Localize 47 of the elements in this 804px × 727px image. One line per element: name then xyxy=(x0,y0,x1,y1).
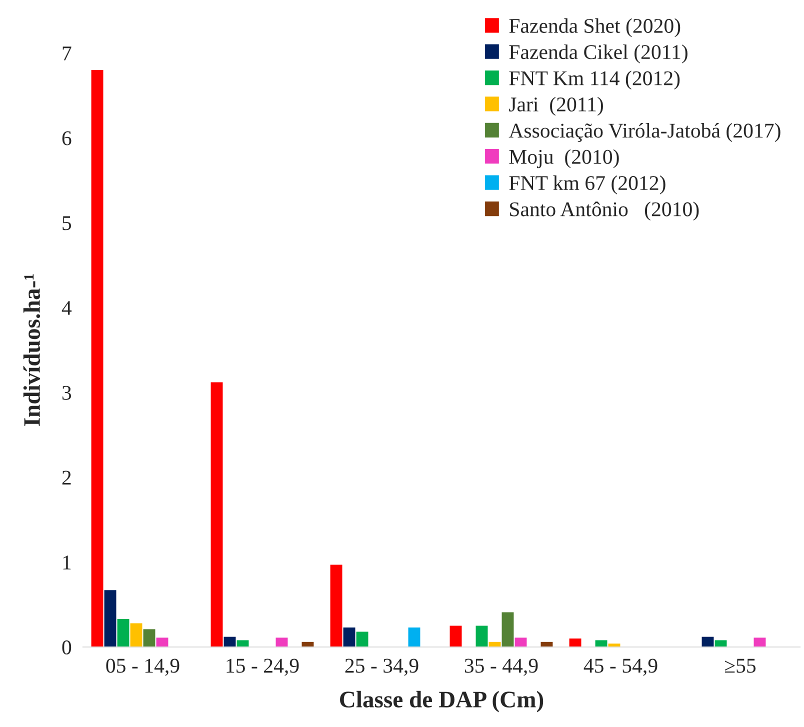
bar xyxy=(595,640,608,647)
bar xyxy=(476,626,488,647)
x-tick-label: 45 - 54,9 xyxy=(584,658,658,676)
legend-label: FNT Km 114 (2012) xyxy=(509,70,680,90)
bar xyxy=(569,638,582,647)
legend-label: Santo Antônio (2010) xyxy=(510,202,699,221)
x-tick-label: ≥55 xyxy=(724,658,756,673)
bar xyxy=(224,636,236,647)
bar xyxy=(514,638,527,647)
y-tick-label: 0 xyxy=(62,640,72,654)
legend-label: Fazenda Cikel (2011) xyxy=(509,44,688,64)
x-tick-label: 15 - 24,9 xyxy=(226,658,299,676)
bar xyxy=(117,618,130,647)
y-tick-label: 6 xyxy=(62,131,72,146)
legend-label: Associação Viróla-Jatobá (2017) xyxy=(508,123,780,142)
x-tick-label: 25 - 34,9 xyxy=(345,658,418,676)
y-tick-label: 3 xyxy=(62,386,72,400)
bar xyxy=(450,626,462,647)
bar xyxy=(343,627,356,647)
bar xyxy=(104,590,116,647)
x-tick-label: 05 - 14,9 xyxy=(106,658,180,676)
bar xyxy=(130,623,142,647)
bar xyxy=(356,632,368,647)
bar xyxy=(702,636,714,647)
y-tick-label: 7 xyxy=(62,46,72,60)
bar xyxy=(156,638,168,647)
legend-label: FNT km 67 (2012) xyxy=(509,175,666,194)
bar xyxy=(210,382,223,647)
x-tick-label: 35 - 44,9 xyxy=(464,658,538,676)
bar xyxy=(276,638,288,647)
bar xyxy=(330,564,342,647)
bar xyxy=(714,640,727,647)
legend-label: Fazenda Shet (2020) xyxy=(509,18,680,38)
y-tick-label: 4 xyxy=(62,301,72,315)
bar xyxy=(754,638,766,647)
y-tick-label: 5 xyxy=(62,216,72,230)
legend-label: Jari (2011) xyxy=(509,96,603,116)
bar xyxy=(408,627,420,647)
y-tick-label: 2 xyxy=(62,470,71,485)
x-axis-title: Classe de DAP (Cm) xyxy=(340,690,544,712)
bar xyxy=(143,629,156,647)
bar xyxy=(502,612,514,647)
y-tick-label: 1 xyxy=(63,556,71,570)
bar xyxy=(236,640,249,647)
y-axis-title: Indivíduos.ha-¹ xyxy=(23,274,40,426)
bar xyxy=(91,70,104,647)
legend-label: Moju (2010) xyxy=(509,149,619,168)
